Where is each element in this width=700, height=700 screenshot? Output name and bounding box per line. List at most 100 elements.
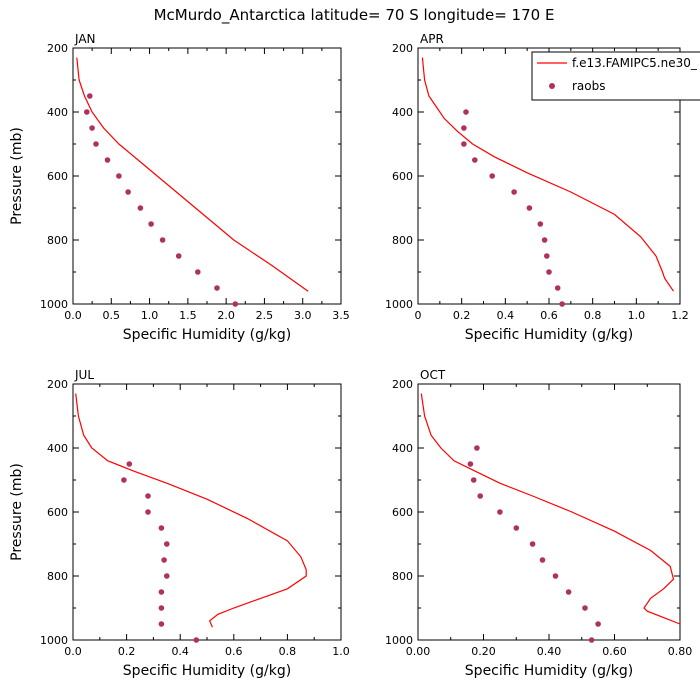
panel-jul-obs-point	[121, 477, 127, 483]
legend-box	[531, 51, 700, 101]
panel-jan-frame	[72, 47, 342, 305]
panel-jan-obs-point	[214, 285, 220, 291]
panel-apr: APR 0 0.2 0.4 0.6 0.8 1.0 1.2 200 400 600 800 1000 Sp…	[385, 32, 689, 343]
panel-jul-obs-point	[158, 589, 165, 595]
panel-jan-obs-point	[148, 221, 154, 227]
panel-jul-obs-point	[126, 461, 133, 467]
panel-apr-xtick-label: 1.2	[671, 309, 689, 322]
panel-oct-xtick-label: 0.60	[602, 645, 627, 658]
panel-jan-obs-point	[175, 253, 182, 259]
panel-oct-obs-point	[565, 589, 572, 595]
panel-jan-ytick-label: 400	[47, 106, 68, 119]
panel-apr-obs-point	[554, 285, 561, 291]
panel-oct-obs-point	[539, 557, 546, 563]
panel-jan-xlabel: Specific Humidity (g/kg)	[123, 327, 291, 343]
panel-jul-obs-point	[164, 573, 170, 579]
panel-jan-obs-point	[159, 237, 166, 243]
panel-oct-xtick-label: 0.40	[537, 645, 562, 658]
panel-apr-ytick-label: 200	[392, 42, 413, 55]
panel-jan-ytick-label: 800	[47, 234, 68, 247]
panel-apr-obs-point	[489, 173, 496, 179]
panel-oct: OCT 0.00 0.20 0.40 0.60 0.80 200 400 600 800 1000 S…	[385, 368, 692, 679]
panel-apr-xtick-label: 1.0	[628, 309, 646, 322]
panel-apr-xtick-label: 0.8	[584, 309, 602, 322]
panel-jan-obs-point	[87, 93, 93, 99]
panel-jul-ytick-label: 400	[47, 442, 68, 455]
panel-jan-label: JAN	[74, 32, 96, 46]
panel-jul-ytick-label: 800	[47, 570, 68, 583]
panel-apr-xlabel: Specific Humidity (g/kg)	[465, 327, 633, 343]
panel-jul-xtick-label: 0.8	[279, 645, 297, 658]
panel-apr-xtick-label: 0.4	[497, 309, 515, 322]
panel-apr-xtick-label: 0.6	[540, 309, 558, 322]
panel-jan-xtick-label: 0.0	[64, 309, 82, 322]
panel-jan-model-line	[76, 57, 309, 292]
panel-oct-obs-point	[513, 525, 520, 531]
panel-apr-xtick-label: 0	[415, 309, 422, 322]
panel-jul-ytick-label: 1000	[40, 634, 68, 647]
main-title: McMurdo_Antarctica latitude= 70 S longit…	[154, 6, 555, 25]
panel-oct-ytick-label: 200	[392, 378, 413, 391]
panel-jul-ylabel: Pressure (mb)	[9, 463, 25, 561]
panel-jan-obs-point	[116, 173, 122, 179]
panel-jan-ylabel: Pressure (mb)	[9, 127, 25, 225]
legend-obs-label: raobs	[572, 79, 606, 93]
panel-apr-ytick-label: 800	[392, 234, 413, 247]
panel-apr-obs-point	[461, 141, 467, 147]
panel-apr-xtick-label: 0.2	[453, 309, 471, 322]
panel-oct-obs-point	[474, 445, 480, 451]
panel-jan-obs-point	[89, 125, 95, 131]
panel-jul-xtick-label: 0.6	[225, 645, 243, 658]
panel-jul-xtick-label: 0.2	[118, 645, 136, 658]
panel-apr-obs-point	[463, 109, 469, 115]
legend-obs-marker	[549, 83, 555, 89]
panel-jul: JUL 0.0 0.2 0.4 0.6 0.8 1.0 200 400 600 800 1000 Spe…	[9, 368, 350, 679]
panel-apr-ytick-label: 1000	[385, 298, 413, 311]
panel-jul-frame	[72, 383, 342, 641]
panel-oct-obs-point	[595, 621, 601, 627]
panel-jan-ytick-label: 200	[47, 42, 68, 55]
panel-jul-ytick-label: 200	[47, 378, 68, 391]
panel-oct-obs-point	[588, 637, 595, 643]
panel-jul-model-line	[75, 393, 307, 628]
panel-oct-xtick-label: 0.80	[668, 645, 693, 658]
panel-jul-obs-point	[145, 493, 151, 499]
panel-oct-model-line	[420, 393, 681, 625]
panel-jan: JAN 0.0 0.5 1.0 1.5 2.0 2.5 3.0 3.5 200 400 600 800 1…	[9, 32, 350, 343]
legend-model-label: f.e13.FAMIPC5.ne30_	[572, 56, 698, 70]
panel-jul-label: JUL	[74, 368, 94, 382]
panel-apr-obs-point	[544, 253, 550, 259]
panel-oct-xlabel: Specific Humidity (g/kg)	[465, 663, 633, 679]
panel-apr-obs-point	[541, 237, 548, 243]
panel-jan-obs-point	[125, 189, 131, 195]
panel-apr-obs-point	[559, 301, 565, 307]
panel-apr-obs-point	[526, 205, 533, 211]
panel-jul-xtick-label: 0.0	[64, 645, 82, 658]
panel-jul-xtick-label: 1.0	[332, 645, 350, 658]
panel-apr-obs-point	[537, 221, 544, 227]
panel-apr-obs-point	[511, 189, 517, 195]
panel-oct-obs-point	[582, 605, 588, 611]
panel-jan-xtick-label: 2.5	[256, 309, 274, 322]
panel-jan-xtick-label: 3.5	[332, 309, 350, 322]
panel-apr-obs-point	[461, 125, 467, 131]
legend: f.e13.FAMIPC5.ne30_ raobs	[531, 51, 700, 101]
panel-apr-ytick-label: 600	[392, 170, 413, 183]
panel-jul-obs-point	[158, 605, 165, 611]
panel-jan-xtick-label: 1.0	[141, 309, 159, 322]
panel-oct-obs-point	[529, 541, 536, 547]
panel-jul-obs-point	[158, 621, 165, 627]
panel-oct-label: OCT	[420, 368, 446, 382]
panel-jan-ytick-label: 1000	[40, 298, 68, 311]
panel-jan-obs-point	[104, 157, 111, 163]
panel-jul-xtick-label: 0.4	[171, 645, 189, 658]
panel-oct-frame	[417, 383, 681, 641]
panel-jul-ytick-label: 600	[47, 506, 68, 519]
panel-jul-obs-point	[193, 637, 200, 643]
panel-oct-obs-point	[467, 461, 474, 467]
panel-jan-ytick-label: 600	[47, 170, 68, 183]
panels: JAN 0.0 0.5 1.0 1.5 2.0 2.5 3.0 3.5 200 400 600 800 1…	[9, 32, 692, 679]
panel-jul-obs-point	[161, 557, 167, 563]
panel-jul-obs-point	[145, 509, 151, 515]
